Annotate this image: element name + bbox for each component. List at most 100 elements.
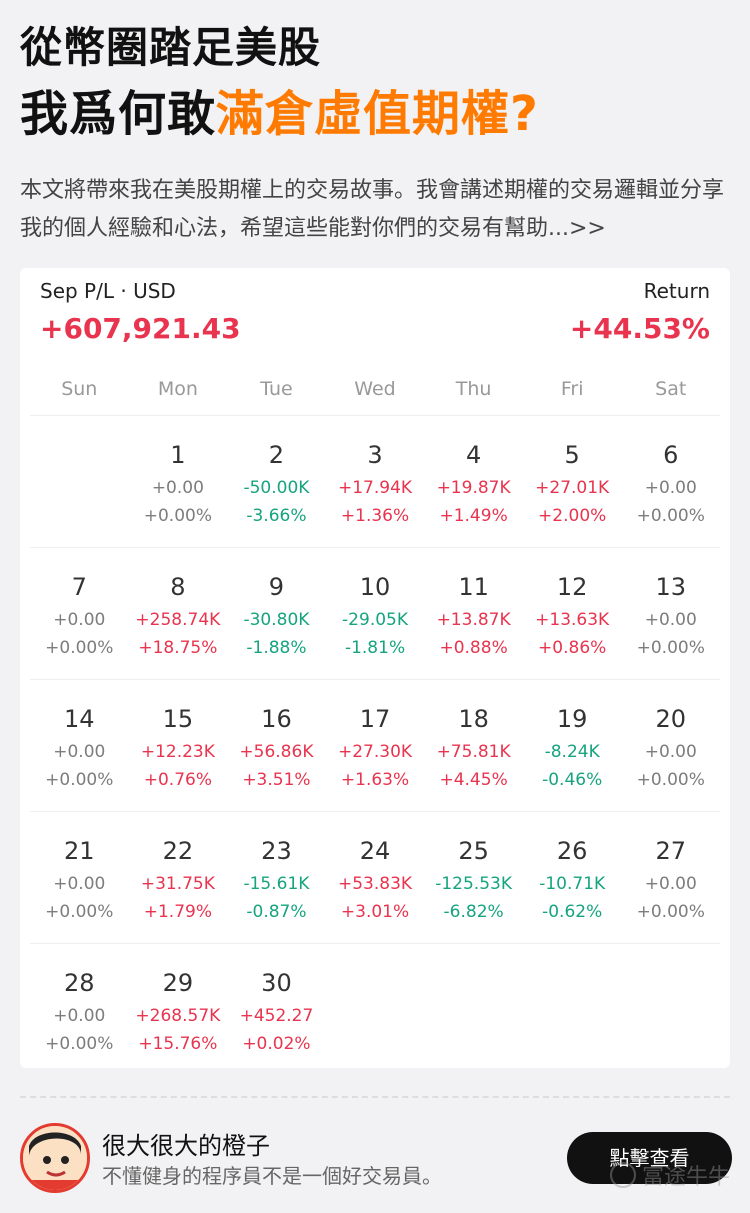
day-pl-value: +27.30K bbox=[337, 742, 413, 762]
day-pl-value: +258.74K bbox=[135, 610, 221, 630]
day-pl-value: -15.61K bbox=[243, 874, 310, 894]
calendar-day-cell[interactable]: 10 -29.05K -1.81% bbox=[326, 548, 425, 679]
day-pl-percent: +0.00% bbox=[143, 506, 212, 526]
headline-line2-highlight: 滿倉虛值期權? bbox=[216, 86, 539, 142]
day-number: 14 bbox=[64, 705, 95, 733]
calendar-day-cell[interactable]: 6 +0.00 +0.00% bbox=[621, 416, 720, 547]
calendar-day-cell[interactable]: 18 +75.81K +4.45% bbox=[424, 680, 523, 811]
day-pl-percent: +0.00% bbox=[45, 902, 114, 922]
calendar-day-cell[interactable]: 19 -8.24K -0.46% bbox=[523, 680, 622, 811]
author-section: 很大很大的橙子 不懂健身的程序員不是一個好交易員。 點擊查看 bbox=[20, 1122, 732, 1194]
calendar-empty-cell bbox=[424, 944, 523, 1076]
return-label: Return bbox=[643, 279, 710, 303]
calendar-day-cell[interactable]: 12 +13.63K +0.86% bbox=[523, 548, 622, 679]
author-name[interactable]: 很大很大的橙子 bbox=[102, 1132, 270, 1160]
day-number: 12 bbox=[556, 573, 588, 601]
calendar-day-cell[interactable]: 14 +0.00 +0.00% bbox=[30, 680, 129, 811]
day-pl-value: +56.86K bbox=[239, 742, 314, 762]
calendar-day-cell[interactable]: 20 +0.00 +0.00% bbox=[621, 680, 720, 811]
day-pl-value: +0.00 bbox=[644, 742, 697, 762]
calendar-day-cell[interactable]: 21 +0.00 +0.00% bbox=[30, 812, 129, 943]
weekday-label: Wed bbox=[354, 378, 396, 400]
day-pl-percent: -3.66% bbox=[246, 506, 307, 526]
calendar-day-cell[interactable]: 15 +12.23K +0.76% bbox=[129, 680, 228, 811]
day-pl-value: +0.00 bbox=[53, 742, 106, 762]
calendar-day-cell[interactable]: 25 -125.53K -6.82% bbox=[424, 812, 523, 943]
day-pl-value: -29.05K bbox=[342, 610, 408, 630]
calendar-day-cell[interactable]: 29 +268.57K +15.76% bbox=[129, 944, 228, 1076]
calendar-day-cell[interactable]: 22 +31.75K +1.79% bbox=[129, 812, 228, 943]
day-pl-value: +452.27 bbox=[239, 1006, 314, 1026]
day-pl-percent: -0.62% bbox=[542, 902, 603, 922]
day-pl-percent: -1.81% bbox=[344, 638, 406, 658]
day-number: 11 bbox=[458, 573, 489, 601]
day-pl-value: +0.00 bbox=[151, 478, 204, 498]
calendar-day-cell[interactable]: 2 -50.00K -3.66% bbox=[227, 416, 326, 547]
watermark-text: 富途牛牛 bbox=[641, 1165, 730, 1190]
day-pl-value: +0.00 bbox=[53, 1006, 106, 1026]
calendar-day-cell[interactable]: 11 +13.87K +0.88% bbox=[424, 548, 523, 679]
avatar[interactable] bbox=[20, 1123, 90, 1193]
day-pl-percent: +0.00% bbox=[45, 770, 114, 790]
day-number: 29 bbox=[162, 969, 194, 997]
calendar-day-cell[interactable]: 17 +27.30K +1.63% bbox=[326, 680, 425, 811]
calendar-empty-cell bbox=[326, 944, 425, 1076]
day-number: 16 bbox=[261, 705, 292, 733]
day-pl-value: +0.00 bbox=[53, 874, 106, 894]
calendar-day-cell[interactable]: 4 +19.87K +1.49% bbox=[424, 416, 523, 547]
calendar-day-cell[interactable]: 24 +53.83K +3.01% bbox=[326, 812, 425, 943]
day-pl-percent: +0.00% bbox=[636, 902, 705, 922]
pl-value: +607,921.43 bbox=[40, 312, 241, 345]
day-number: 18 bbox=[458, 705, 489, 733]
weekday-header: Sun Mon Tue Wed Thu Fri Sat bbox=[30, 374, 720, 416]
calendar-day-cell[interactable]: 5 +27.01K +2.00% bbox=[523, 416, 622, 547]
day-pl-value: -125.53K bbox=[435, 874, 512, 894]
day-pl-value: +268.57K bbox=[135, 1006, 221, 1026]
day-number: 21 bbox=[64, 837, 95, 865]
calendar-day-cell[interactable]: 7 +0.00 +0.00% bbox=[30, 548, 129, 679]
day-pl-percent: +15.76% bbox=[138, 1034, 218, 1054]
calendar-day-cell[interactable]: 9 -30.80K -1.88% bbox=[227, 548, 326, 679]
day-number: 19 bbox=[556, 705, 588, 733]
day-pl-percent: +1.49% bbox=[439, 506, 508, 526]
calendar-day-cell[interactable]: 1 +0.00 +0.00% bbox=[129, 416, 228, 547]
weekday-label: Fri bbox=[560, 378, 584, 400]
calendar-empty-cell bbox=[30, 416, 129, 547]
day-number: 3 bbox=[367, 441, 383, 469]
return-value: +44.53% bbox=[569, 312, 710, 345]
day-pl-percent: +3.01% bbox=[340, 902, 410, 922]
weekday-label: Sat bbox=[655, 378, 687, 400]
intro-text[interactable]: 本文將帶來我在美股期權上的交易故事。我會講述期權的交易邏輯並分享我的個人經驗和心… bbox=[20, 178, 725, 241]
calendar-day-cell[interactable]: 16 +56.86K +3.51% bbox=[227, 680, 326, 811]
day-pl-percent: -1.88% bbox=[246, 638, 307, 658]
calendar-day-cell[interactable]: 26 -10.71K -0.62% bbox=[523, 812, 622, 943]
calendar-day-cell[interactable]: 13 +0.00 +0.00% bbox=[621, 548, 720, 679]
weekday-label: Thu bbox=[455, 378, 492, 400]
day-pl-percent: +2.00% bbox=[538, 506, 607, 526]
calendar-day-cell[interactable]: 23 -15.61K -0.87% bbox=[227, 812, 326, 943]
calendar-day-cell[interactable]: 28 +0.00 +0.00% bbox=[30, 944, 129, 1076]
calendar-day-cell[interactable]: 30 +452.27 +0.02% bbox=[227, 944, 326, 1076]
calendar-week: 28 +0.00 +0.00% 29 +268.57K +15.76% 30 +452.27 +… bbox=[30, 944, 720, 1076]
day-number: 8 bbox=[170, 573, 186, 601]
headline-line2-prefix: 我爲何敢 bbox=[20, 86, 217, 142]
day-number: 13 bbox=[655, 573, 687, 601]
day-pl-percent: +0.88% bbox=[439, 638, 508, 658]
day-pl-value: +27.01K bbox=[535, 478, 610, 498]
cartoon-avatar-icon bbox=[23, 1126, 87, 1190]
futu-logo-icon bbox=[609, 1162, 636, 1188]
calendar-day-cell[interactable]: 8 +258.74K +18.75% bbox=[129, 548, 228, 679]
day-number: 22 bbox=[162, 837, 194, 865]
day-pl-percent: +1.79% bbox=[143, 902, 212, 922]
day-number: 4 bbox=[465, 441, 482, 469]
day-pl-percent: -6.82% bbox=[443, 902, 504, 922]
calendar-day-cell[interactable]: 3 +17.94K +1.36% bbox=[326, 416, 425, 547]
day-pl-value: +0.00 bbox=[644, 874, 697, 894]
day-pl-value: +13.87K bbox=[436, 610, 511, 630]
weekday-label: Tue bbox=[260, 378, 293, 400]
calendar-day-cell[interactable]: 27 +0.00 +0.00% bbox=[621, 812, 720, 943]
day-pl-percent: +0.02% bbox=[242, 1034, 311, 1054]
dashed-divider bbox=[20, 1096, 730, 1098]
pl-label: Sep P/L · USD bbox=[40, 279, 176, 303]
view-button[interactable]: 點擊查看 bbox=[567, 1132, 732, 1184]
